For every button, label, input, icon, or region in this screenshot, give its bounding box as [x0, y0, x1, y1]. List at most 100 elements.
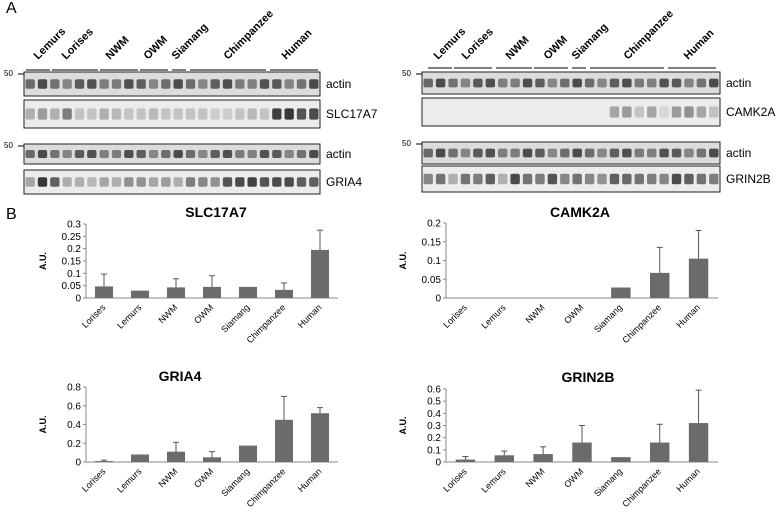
bar: [167, 287, 185, 298]
blot-band: [498, 148, 508, 158]
blot-band: [235, 108, 245, 120]
blot-band: [37, 177, 48, 187]
blot-band: [99, 150, 109, 158]
blot-band: [423, 173, 433, 185]
blot-band: [198, 177, 208, 187]
blot-band: [185, 108, 196, 120]
mw-marker: 50: [4, 69, 13, 78]
bar-chart-slc17a7: SLC17A7 0 0.050.10.15 0.20.250.3 A.U. Lorises…: [38, 204, 338, 345]
y-tick-label: 0: [435, 458, 441, 469]
blot-band: [485, 148, 495, 158]
blot-band: [560, 78, 570, 88]
y-axis-label: A.U.: [398, 417, 408, 435]
blot-band: [547, 173, 558, 185]
category-label: OWM: [562, 302, 585, 325]
y-tick-label: 0.3: [67, 220, 81, 231]
blot-band: [584, 148, 595, 158]
blot-band: [87, 79, 97, 89]
chart-title: GRIA4: [159, 368, 202, 384]
blot-band: [74, 108, 85, 120]
blot-band: [136, 108, 146, 120]
y-axis-label: A.U.: [398, 252, 408, 270]
panel-label-a: A: [6, 0, 17, 17]
blot-band: [572, 148, 582, 158]
blot-band: [185, 177, 196, 187]
blot-band: [684, 78, 694, 88]
category-label: Siamang: [592, 302, 624, 334]
blot-band: [148, 177, 159, 187]
mw-marker: 50: [402, 139, 411, 148]
bar: [611, 457, 631, 462]
category-label: Lemurs: [479, 302, 508, 331]
blot-band: [522, 173, 533, 185]
blot-band: [124, 177, 134, 187]
blot-band: [173, 79, 183, 89]
y-tick-label: 0.1: [427, 256, 441, 267]
category-label: OWM: [192, 466, 215, 489]
blot-band: [460, 78, 471, 88]
blot-strip: [421, 71, 721, 95]
blot-band: [62, 177, 72, 187]
blot-band: [272, 150, 282, 158]
blot-band: [284, 177, 294, 187]
blot-band: [510, 148, 520, 158]
blot-band: [111, 79, 122, 89]
blot-band: [222, 150, 233, 158]
category-label: Human: [296, 302, 324, 330]
category-label: Lemurs: [115, 302, 144, 331]
blot-band: [485, 78, 495, 88]
blot-band: [435, 173, 446, 185]
blot-band: [25, 150, 35, 158]
y-tick-label: 0.25: [62, 232, 82, 243]
blot-band: [111, 108, 122, 120]
blot-band: [259, 108, 270, 120]
blot-band: [99, 108, 109, 120]
blot-band: [235, 79, 245, 89]
blot-band: [709, 106, 719, 118]
blot-band: [74, 150, 85, 158]
bar: [455, 459, 476, 462]
bar: [611, 287, 631, 298]
category-label: Lorises: [441, 466, 469, 494]
blot-band: [296, 150, 307, 158]
blot-band: [622, 78, 632, 88]
y-tick-label: 0.2: [67, 244, 81, 255]
blot-band: [309, 79, 319, 89]
blot-band: [448, 78, 458, 88]
category-label: NWM: [156, 302, 179, 325]
mw-marker: 50: [402, 69, 411, 78]
category-label: NWM: [156, 466, 179, 489]
category-label: Lorises: [80, 466, 108, 494]
bar: [688, 423, 709, 462]
mw-marker: 50: [4, 141, 13, 150]
blot-band: [25, 177, 35, 187]
blot-band: [25, 79, 35, 89]
blot-band: [62, 108, 72, 120]
blot-band: [435, 148, 446, 158]
blot-band: [99, 79, 109, 89]
blot-band: [659, 173, 669, 185]
blot-band: [647, 78, 657, 88]
blot-band: [671, 148, 682, 158]
blot-band: [37, 108, 48, 120]
blot-band: [510, 173, 520, 185]
blot-band: [284, 150, 294, 158]
blot-strip: [421, 97, 721, 127]
blot-band: [584, 78, 595, 88]
blot-band: [272, 108, 282, 120]
blot-row-label: SLC17A7: [326, 107, 378, 121]
category-label: Human: [674, 466, 702, 494]
blot-band: [161, 177, 171, 187]
blot-band: [622, 148, 632, 158]
blot-band: [622, 173, 632, 185]
blot-band: [185, 150, 196, 158]
blot-band: [684, 173, 694, 185]
blot-band: [173, 150, 183, 158]
blot-band: [609, 173, 620, 185]
blot-band: [235, 150, 245, 158]
blot-band: [597, 173, 607, 185]
blot-band: [696, 78, 707, 88]
blot-band: [136, 79, 146, 89]
blot-band: [498, 78, 508, 88]
